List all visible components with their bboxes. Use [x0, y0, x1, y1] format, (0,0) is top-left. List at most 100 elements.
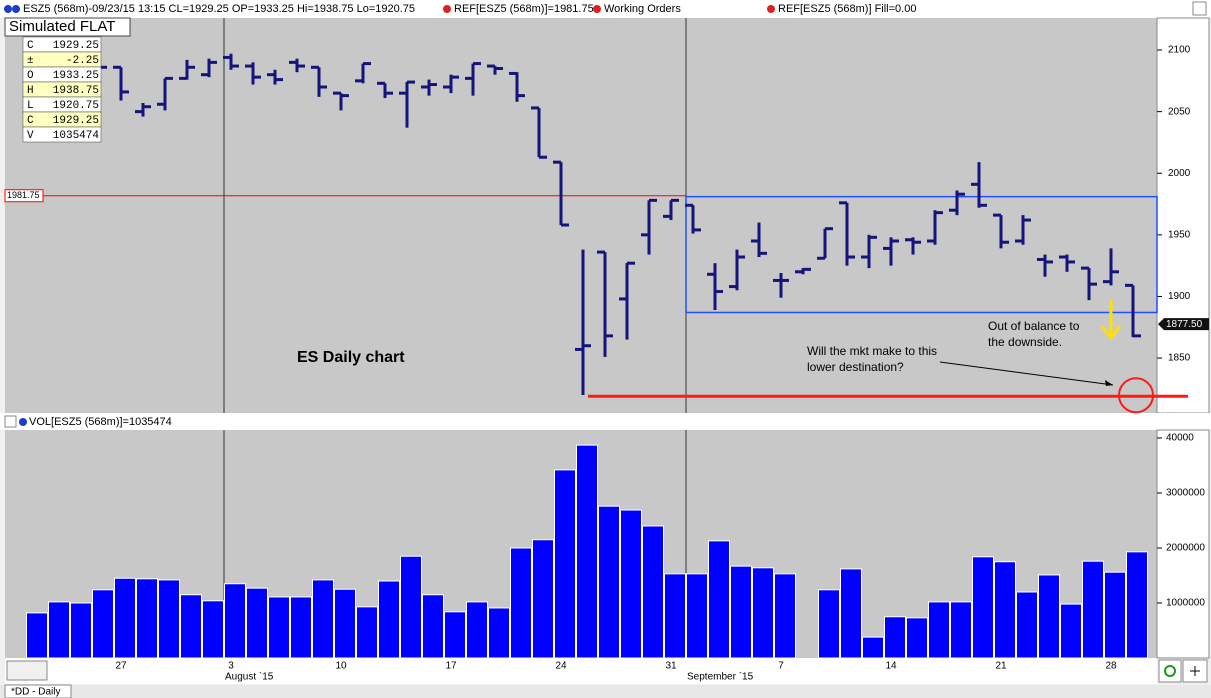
icon [767, 5, 775, 13]
y-tick-label: 2100 [1168, 45, 1191, 56]
volume-bar [1060, 603, 1082, 659]
volume-bar [180, 594, 202, 659]
volume-bar [224, 583, 246, 659]
mode-box [4, 17, 131, 37]
volume-bar [158, 579, 180, 659]
annotation-arrowhead [1105, 380, 1113, 386]
volume-bar [1104, 571, 1126, 659]
volume-bar [400, 555, 422, 659]
volume-bar [642, 525, 664, 659]
volume-bar [840, 568, 862, 659]
data-box-value: 1035474 [53, 130, 100, 142]
annotation: Will the mkt make to this [807, 344, 937, 358]
volume-bar [444, 611, 466, 659]
y-tick-label: 2000000 [1166, 543, 1205, 554]
volume-bar [906, 617, 928, 659]
data-box-key: H [27, 85, 34, 97]
volume-bar [862, 636, 884, 659]
price-pane [5, 18, 1157, 413]
volume-bar [928, 601, 950, 659]
month-label: August `15 [225, 671, 274, 683]
volume-bar [488, 607, 510, 659]
volume-bar [774, 573, 796, 659]
volume-bar [1038, 574, 1060, 659]
x-tick-label: 21 [995, 661, 1007, 672]
volume-bar [708, 540, 730, 659]
x-axis [5, 658, 1157, 684]
volume-bar [686, 573, 708, 659]
volume-header: VOL[ESZ5 (568m)]=1035474 [29, 416, 172, 428]
close-button[interactable] [4, 415, 17, 428]
x-tick-label: 10 [335, 661, 347, 672]
volume-bar [202, 600, 224, 659]
volume-bar [994, 561, 1016, 659]
tab[interactable] [4, 684, 72, 698]
x-tick-label: 7 [778, 661, 784, 672]
data-box: C 1929.25 ± -2.25 O 1933.25 H 1938.75 L 1920.75 C 1… [22, 36, 102, 143]
volume-bar [1082, 560, 1104, 659]
y-tick-label: 2050 [1168, 106, 1191, 117]
volume-bar [950, 601, 972, 659]
icon [19, 418, 27, 426]
volume-bar [26, 612, 48, 659]
volume-bar [972, 556, 994, 659]
price-axis [1156, 17, 1210, 414]
header-bar [0, 0, 1211, 18]
volume-bar [752, 567, 774, 659]
annotation: lower destination? [807, 360, 904, 374]
target-circle [1118, 377, 1154, 414]
x-tick-label: 31 [665, 661, 677, 672]
x-tick-label: 14 [885, 661, 897, 672]
icon [443, 5, 451, 13]
ref-label-box [4, 189, 44, 203]
volume-bar [818, 589, 840, 659]
data-box-value: -2.25 [66, 55, 99, 67]
volume-bar [510, 547, 532, 659]
data-box-key: V [27, 130, 34, 142]
header-text: Working Orders [604, 3, 681, 15]
volume-bar [620, 509, 642, 659]
volume-bar [334, 588, 356, 659]
close-button[interactable] [1192, 1, 1207, 16]
volume-bar [730, 565, 752, 659]
data-box-key: ± [27, 55, 34, 67]
tab-bar [0, 685, 1211, 698]
header-text: REF[ESZ5 (568m)] Fill=0.00 [778, 3, 916, 15]
volume-bar [532, 539, 554, 659]
yellow-arrowhead [1100, 325, 1122, 341]
scroll-box[interactable] [6, 660, 48, 681]
refresh-button[interactable] [1158, 659, 1182, 683]
y-tick-label: 1900 [1168, 291, 1191, 302]
data-box-value: 1920.75 [53, 100, 99, 112]
data-box-key: C [27, 115, 34, 127]
volume-bar [576, 444, 598, 659]
data-box-value: 1938.75 [53, 85, 99, 97]
x-tick-label: 17 [445, 661, 457, 672]
ref-label: 1981.75 [7, 190, 40, 200]
range-box [685, 195, 1158, 314]
annotation: Out of balance to [988, 319, 1080, 333]
annotation: the downside. [988, 335, 1062, 349]
y-tick-label: 1850 [1168, 353, 1191, 364]
header-text: ESZ5 (568m)-09/23/15 13:15 CL=1929.25 OP… [23, 3, 415, 15]
data-box-key: L [27, 100, 34, 112]
volume-bar [290, 596, 312, 659]
y-tick-label: 1950 [1168, 229, 1191, 240]
volume-bar [356, 606, 378, 659]
data-box-value: 1929.25 [53, 115, 99, 127]
volume-bar [48, 601, 70, 659]
volume-bar [92, 589, 114, 659]
header-text: REF[ESZ5 (568m)]=1981.75 [454, 3, 594, 15]
tab-label: *DD - Daily [11, 687, 60, 698]
volume-bar [70, 602, 92, 659]
volume-bar [312, 579, 334, 659]
volume-bar [422, 594, 444, 659]
volume-bar [1016, 591, 1038, 659]
y-tick-label: 40000 [1166, 433, 1194, 444]
volume-bar [378, 580, 400, 659]
volume-bar [598, 505, 620, 659]
volume-bar [268, 596, 290, 659]
icon [12, 5, 20, 13]
data-box-key: O [27, 70, 34, 82]
